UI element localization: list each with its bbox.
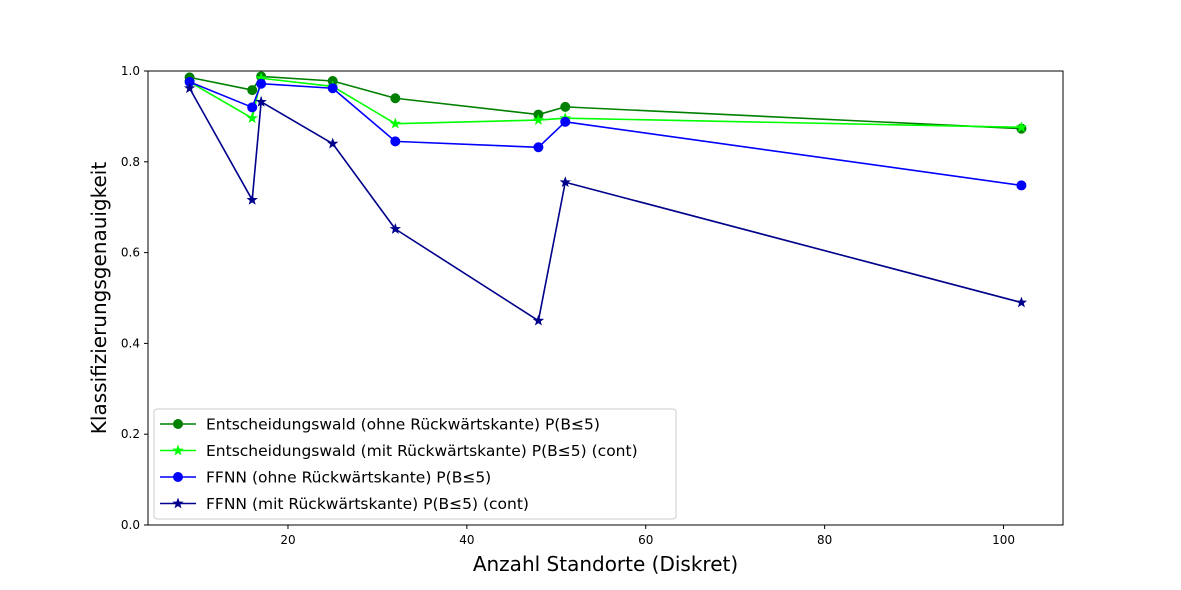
series-3 xyxy=(184,76,1027,191)
legend-label: Entscheidungswald (ohne Rückwärtskante) … xyxy=(206,416,600,434)
data-point xyxy=(389,117,401,129)
legend-marker xyxy=(172,497,184,509)
x-axis-label: Anzahl Standorte (Diskret) xyxy=(473,552,738,576)
data-point xyxy=(390,93,401,104)
y-tick-label: 0.4 xyxy=(121,336,140,350)
data-point xyxy=(390,136,401,147)
data-point xyxy=(560,116,571,127)
x-tick-label: 60 xyxy=(638,533,653,547)
legend-label: FFNN (mit Rückwärtskante) P(B≤5) (cont) xyxy=(206,495,529,513)
legend-entry: Entscheidungswald (mit Rückwärtskante) P… xyxy=(160,442,638,460)
x-tick-label: 100 xyxy=(992,533,1015,547)
data-point xyxy=(247,102,258,113)
legend-marker xyxy=(173,472,183,482)
data-point xyxy=(1016,180,1027,191)
legend: Entscheidungswald (ohne Rückwärtskante) … xyxy=(153,408,677,520)
legend-entry: FFNN (ohne Rückwärtskante) P(B≤5) xyxy=(160,469,491,487)
legend-marker xyxy=(172,444,184,456)
data-point xyxy=(327,137,339,149)
plot-frame xyxy=(147,70,1064,526)
legend-label: FFNN (ohne Rückwärtskante) P(B≤5) xyxy=(206,469,491,487)
series-line xyxy=(188,87,1022,322)
data-point xyxy=(559,176,571,188)
data-point xyxy=(560,101,571,112)
data-point xyxy=(532,114,545,125)
series-layer xyxy=(183,71,1028,326)
data-point xyxy=(532,314,545,326)
data-point xyxy=(183,82,196,94)
data-point xyxy=(256,78,267,89)
y-tick-label: 1.0 xyxy=(121,64,140,78)
y-axis-ticks: 0.0 0.2 0.4 0.6 0.8 1.0 xyxy=(121,64,148,532)
y-tick-label: 0.0 xyxy=(121,518,140,532)
y-tick-label: 0.2 xyxy=(121,427,140,441)
data-point xyxy=(389,223,401,234)
legend-marker xyxy=(173,419,183,429)
data-point xyxy=(246,193,258,205)
data-point xyxy=(327,83,338,94)
data-point xyxy=(533,142,544,153)
x-tick-label: 40 xyxy=(459,533,474,547)
data-point xyxy=(247,85,258,96)
data-point xyxy=(1015,296,1028,308)
legend-entry: Entscheidungswald (ohne Rückwärtskante) … xyxy=(160,416,600,434)
legend-box xyxy=(153,408,677,520)
y-tick-label: 0.8 xyxy=(121,155,140,169)
data-point xyxy=(255,95,267,107)
legend-label: Entscheidungswald (mit Rückwärtskante) P… xyxy=(206,442,638,460)
x-tick-label: 80 xyxy=(817,533,832,547)
data-point xyxy=(1015,121,1028,133)
x-axis-ticks: 20 40 60 80 100 xyxy=(280,525,1015,547)
y-axis-label: Klassifizierungsgenauigkeit xyxy=(87,162,111,435)
x-tick-label: 20 xyxy=(280,533,295,547)
data-point xyxy=(246,112,258,124)
series-4 xyxy=(183,82,1028,326)
y-tick-label: 0.6 xyxy=(121,246,140,260)
legend-entry: FFNN (mit Rückwärtskante) P(B≤5) (cont) xyxy=(160,495,529,513)
